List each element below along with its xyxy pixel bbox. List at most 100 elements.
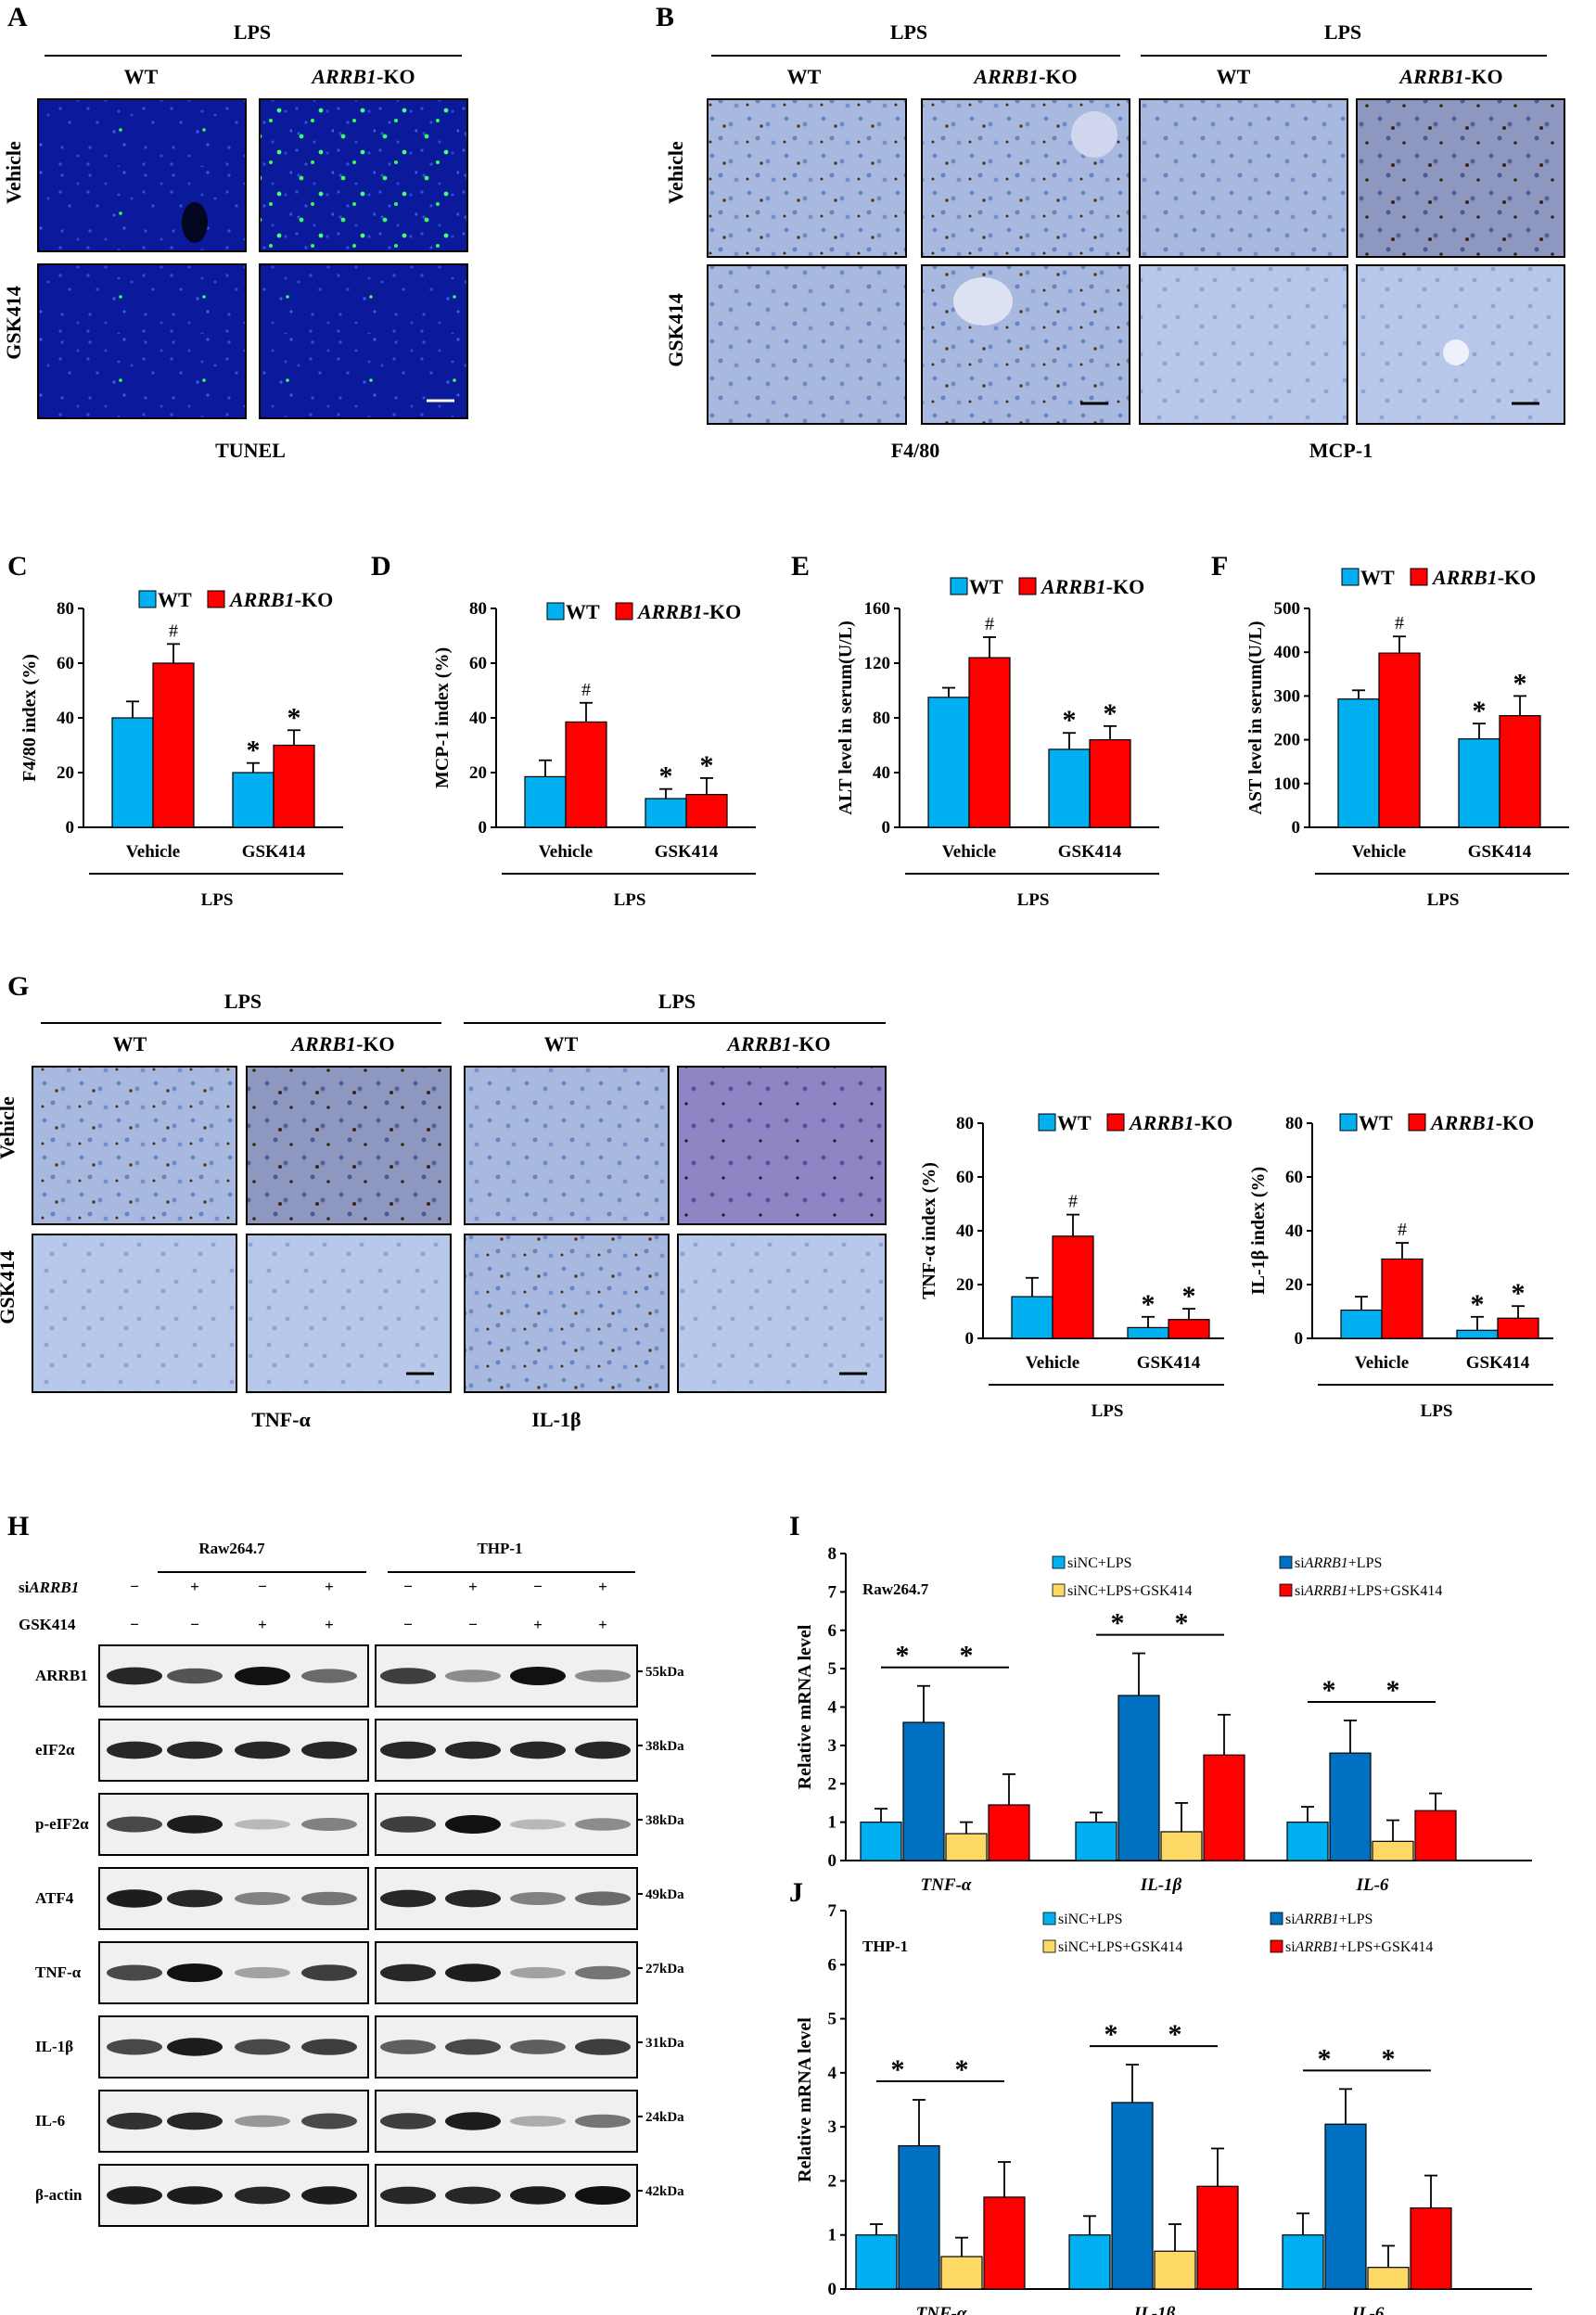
- bar: [1337, 698, 1380, 828]
- panel-b-wt-header-left: WT: [787, 65, 822, 88]
- x-group-label: LPS: [1017, 890, 1050, 910]
- legend-label: siNC+LPS: [1058, 1912, 1123, 1927]
- panel-a-wt-header: WT: [124, 65, 159, 88]
- x-tick-label: GSK414: [655, 842, 719, 862]
- panel-a-row-vehicle: Vehicle: [2, 141, 25, 204]
- panel-g-lps-header-right: LPS: [658, 990, 696, 1013]
- x-tick-label: TNF-α: [916, 2304, 967, 2315]
- bar: [902, 1721, 945, 1861]
- blot-band: [235, 1741, 290, 1759]
- x-tick-label: Vehicle: [1355, 1353, 1409, 1373]
- blot-band: [167, 1741, 223, 1759]
- blot-band: [380, 1963, 436, 1982]
- significance-mark: *: [1063, 705, 1077, 735]
- bar: [1048, 748, 1091, 828]
- bar: [1117, 1695, 1160, 1861]
- significance-mark: *: [1471, 1289, 1485, 1320]
- blot-protein-label: IL-6: [35, 2112, 65, 2130]
- significance-mark: #: [169, 620, 178, 641]
- y-tick-label: 4: [828, 2064, 837, 2083]
- bar: [1154, 2250, 1196, 2290]
- panel-label-e: E: [791, 551, 810, 582]
- si-sign: −: [258, 1578, 267, 1595]
- significance-mark: #: [1395, 613, 1404, 633]
- legend-label-wt: WT: [1360, 566, 1395, 589]
- legend-label: siARRB1+LPS+GSK414: [1285, 1939, 1433, 1955]
- blot-band: [510, 1741, 566, 1759]
- x-tick-label: Vehicle: [126, 842, 180, 862]
- blot-group-raw: Raw264.7: [198, 1540, 265, 1557]
- legend-swatch-ko: [1410, 568, 1428, 586]
- bar: [1127, 1326, 1169, 1339]
- panel-g-ko-right: ARRB1-KO: [725, 1032, 830, 1055]
- blot-band: [301, 1669, 357, 1683]
- blot-band: [510, 2116, 566, 2127]
- bar: [983, 2196, 1026, 2290]
- legend-label-ko: ARRB1-KO: [228, 588, 333, 611]
- x-tick-label: IL-6: [1351, 2304, 1385, 2315]
- si-sign: +: [468, 1578, 478, 1595]
- blot-band: [575, 1965, 631, 1980]
- bar: [1456, 1329, 1499, 1339]
- y-tick-label: 300: [1274, 686, 1301, 706]
- significance-mark: *: [1182, 1281, 1196, 1311]
- si-sign: +: [325, 1578, 334, 1595]
- y-tick-label: 2: [828, 2171, 837, 2191]
- y-axis-label: Relative mRNA level: [795, 2017, 815, 2182]
- vessel: [953, 277, 1013, 326]
- bar: [968, 657, 1011, 828]
- f480-image-ko-gsk: [921, 264, 1130, 425]
- tnf-image-wt-gsk: [32, 1234, 237, 1393]
- blot-size-label: 42kDa: [645, 2184, 684, 2199]
- bar: [1324, 2123, 1367, 2290]
- blot-band: [510, 2040, 566, 2054]
- tunel-image-ko-vehicle: [259, 98, 468, 252]
- bar: [1068, 2234, 1111, 2290]
- bar: [1458, 738, 1500, 828]
- blot-band: [235, 1667, 290, 1685]
- chart-f: 0 100 200 300 400 500 AST level in serum(U/L) V…: [1245, 566, 1569, 910]
- significance-mark: *: [891, 2054, 905, 2085]
- blot-size-label: 55kDa: [645, 1665, 684, 1680]
- panel-b-ko-header-right: ARRB1-KO: [1398, 65, 1502, 88]
- blot-size-label: 38kDa: [645, 1813, 684, 1828]
- y-tick-label: 20: [57, 763, 74, 783]
- panel-g-images: G LPS LPS WT ARRB1-KO WT ARRB1-KO Vehicl…: [0, 971, 887, 1431]
- legend-label-ko: ARRB1-KO: [1431, 566, 1536, 589]
- y-tick-label: 80: [956, 1114, 974, 1133]
- tunel-image-ko-gsk: [259, 263, 468, 419]
- bar: [1011, 1296, 1053, 1339]
- blot-band: [107, 1816, 162, 1833]
- y-tick-label: 5: [828, 2010, 837, 2029]
- significance-mark: #: [985, 614, 994, 634]
- panel-a: A LPS WT ARRB1-KO Vehicle GSK414 TUNEL: [2, 2, 468, 462]
- x-tick-label: IL-6: [1356, 1875, 1389, 1895]
- x-tick-label: Vehicle: [1352, 842, 1406, 862]
- legend-swatch-ko: [1106, 1113, 1125, 1132]
- y-tick-label: 40: [956, 1221, 974, 1241]
- gsk-sign: +: [258, 1616, 267, 1633]
- x-group-label: LPS: [1427, 890, 1460, 910]
- bar: [1196, 2185, 1239, 2290]
- significance-mark: *: [1168, 2019, 1182, 2050]
- blot-band: [301, 1891, 357, 1906]
- y-tick-label: 3: [828, 2117, 837, 2137]
- blot-band: [235, 2186, 290, 2205]
- legend-label: siARRB1+LPS: [1295, 1555, 1382, 1571]
- blot-band: [167, 1668, 223, 1684]
- legend-swatch: [1279, 1555, 1293, 1569]
- legend-label-wt: WT: [566, 600, 600, 623]
- legend-swatch: [1270, 1912, 1283, 1925]
- blot-band: [301, 2113, 357, 2130]
- panel-a-stain-label: TUNEL: [215, 439, 286, 462]
- bar: [1075, 1822, 1117, 1861]
- panel-b-wt-header-right: WT: [1217, 65, 1251, 88]
- y-tick-label: 0: [479, 818, 488, 838]
- panel-h-blot: Raw264.7 THP-1 siARRB1 GSK414 −−+−−+++−−…: [19, 1540, 684, 2227]
- blot-band: [235, 1966, 290, 1979]
- blot-band: [445, 2186, 501, 2205]
- legend-label-ko: ARRB1-KO: [1040, 575, 1144, 598]
- chart-title: THP-1: [862, 1938, 908, 1955]
- panel-label-i: I: [789, 1511, 800, 1541]
- legend-label-wt: WT: [1057, 1111, 1092, 1134]
